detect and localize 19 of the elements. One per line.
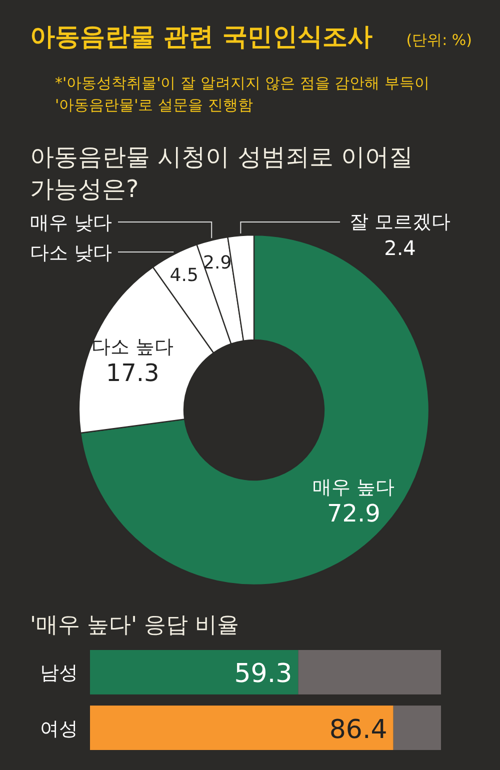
y-tick-label: 여성 [40, 718, 78, 740]
slice-label: 다소 높다 [92, 336, 174, 358]
text: *'아동성착취물'이 잘 알려지지 않은 점을 감안해 부득이 '아동음란물'로 설문을 진행함 [55, 74, 430, 114]
slice-label: 잘 모르겠다 [349, 211, 451, 233]
data-label: 72.9 [326, 499, 380, 528]
slice-label: 매우 높다 [312, 476, 395, 498]
slice-label: 매우 낮다 [30, 212, 112, 234]
slice-label: 다소 낮다 [30, 242, 112, 264]
chart-title: '매우 높다' 응답 비율 [30, 613, 240, 638]
data-label: 4.5 [170, 264, 198, 286]
data-label: 59.3 [234, 659, 292, 690]
data-label: 2.9 [203, 252, 232, 274]
chart-title: 아동음란물 시청이 성범죄로 이어질 가능성은? [30, 143, 413, 203]
data-label: 86.4 [329, 714, 388, 745]
data-label: 2.4 [384, 236, 416, 260]
y-tick-label: 남성 [40, 662, 78, 684]
data-label: 17.3 [106, 358, 160, 387]
text: 아동음란물 관련 국민인식조사 [30, 22, 372, 51]
text: (단위: %) [406, 31, 472, 49]
